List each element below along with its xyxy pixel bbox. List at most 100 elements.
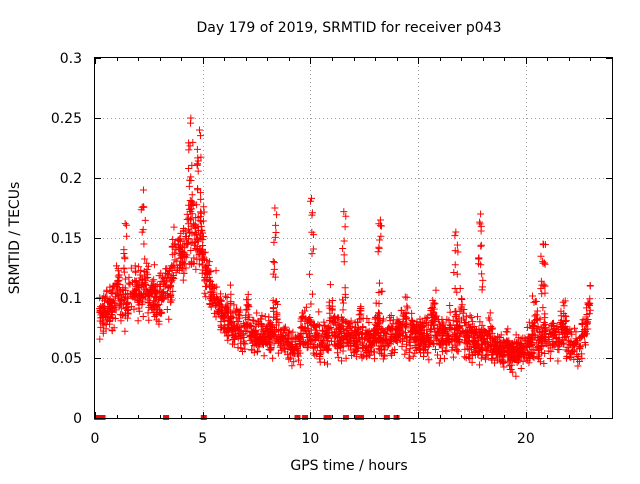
data-point <box>375 288 383 296</box>
data-point <box>262 323 270 331</box>
data-point <box>549 320 557 328</box>
data-point <box>473 313 481 321</box>
data-point <box>377 328 385 336</box>
data-point <box>297 317 305 325</box>
data-point <box>273 297 281 305</box>
data-point <box>481 340 489 348</box>
data-point <box>142 281 150 289</box>
data-point <box>270 265 278 273</box>
y-tick-label: 0.1 <box>60 291 82 307</box>
data-point <box>529 324 537 332</box>
data-point <box>544 341 552 349</box>
data-point <box>432 286 440 294</box>
data-point <box>239 347 247 355</box>
zero-data-point <box>383 415 390 420</box>
data-point <box>453 332 461 340</box>
data-point <box>326 309 334 317</box>
data-point <box>539 304 547 312</box>
data-point <box>167 278 175 286</box>
data-point <box>122 286 130 294</box>
data-point <box>310 343 318 351</box>
data-point <box>351 348 359 356</box>
x-axis-label: GPS time / hours <box>290 458 407 474</box>
x-tick-label: 10 <box>302 431 320 447</box>
data-point <box>110 282 118 290</box>
data-point <box>472 328 480 336</box>
data-point <box>472 344 480 352</box>
data-point <box>409 317 417 325</box>
data-point <box>454 336 462 344</box>
data-point <box>413 318 421 326</box>
data-point <box>179 260 187 268</box>
data-point <box>292 335 300 343</box>
axis-ticks <box>95 58 612 419</box>
data-point <box>232 330 240 338</box>
data-point <box>540 360 548 368</box>
data-point <box>363 314 371 322</box>
data-point <box>151 312 159 320</box>
data-point <box>469 318 477 326</box>
data-point <box>486 309 494 317</box>
data-point <box>312 332 320 340</box>
data-point <box>356 338 364 346</box>
data-point <box>124 309 132 317</box>
data-point <box>212 313 220 321</box>
data-point <box>171 256 179 264</box>
data-point <box>258 311 266 319</box>
data-point <box>402 332 410 340</box>
zero-data-point <box>358 415 365 420</box>
data-point <box>561 297 569 305</box>
data-point <box>342 327 350 335</box>
data-point <box>451 232 459 240</box>
data-point <box>479 276 487 284</box>
data-point <box>135 263 143 271</box>
data-point <box>435 359 443 367</box>
data-point <box>263 326 271 334</box>
data-point <box>265 317 273 325</box>
data-point <box>451 336 459 344</box>
data-point <box>199 255 207 263</box>
data-point <box>196 132 204 140</box>
data-point <box>352 347 360 355</box>
data-point <box>296 361 304 369</box>
zero-data-point <box>325 415 332 420</box>
data-point <box>574 362 582 370</box>
data-point <box>123 301 131 309</box>
data-point <box>252 336 260 344</box>
data-point <box>340 208 348 216</box>
data-point <box>586 282 594 290</box>
data-point <box>192 265 200 273</box>
data-point <box>475 254 483 262</box>
data-point <box>194 157 202 165</box>
data-point <box>306 313 314 321</box>
data-point <box>180 269 188 277</box>
data-point <box>547 348 555 356</box>
data-point <box>240 339 248 347</box>
data-point <box>311 343 319 351</box>
data-point <box>538 281 546 289</box>
data-point <box>307 300 315 308</box>
data-point <box>284 334 292 342</box>
data-point <box>366 351 374 359</box>
data-point <box>108 287 116 295</box>
data-point <box>431 346 439 354</box>
data-point <box>531 317 539 325</box>
data-point <box>477 210 485 218</box>
data-point <box>200 249 208 257</box>
data-point <box>115 292 123 300</box>
data-point <box>541 326 549 334</box>
data-point <box>536 358 544 366</box>
data-point <box>107 288 115 296</box>
data-point <box>175 244 183 252</box>
data-point <box>316 351 324 359</box>
data-point <box>420 352 428 360</box>
data-point <box>108 303 116 311</box>
data-point <box>523 324 531 332</box>
data-point <box>471 337 479 345</box>
data-point <box>457 330 465 338</box>
data-point <box>492 354 500 362</box>
data-point <box>569 347 577 355</box>
data-point <box>147 289 155 297</box>
data-point <box>234 326 242 334</box>
data-point <box>340 251 348 259</box>
